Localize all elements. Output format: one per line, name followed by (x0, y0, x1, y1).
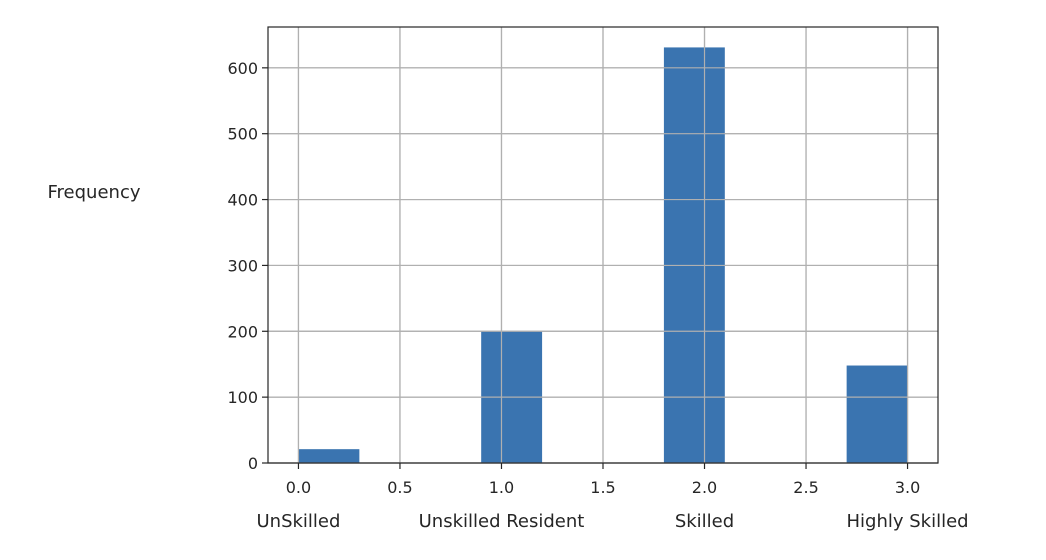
category-label: Skilled (675, 511, 734, 532)
x-tick-label: 1.0 (489, 478, 514, 497)
y-tick-label: 300 (227, 256, 258, 275)
y-tick-label: 100 (227, 388, 258, 407)
y-tick-label: 400 (227, 191, 258, 210)
histogram-bar (298, 449, 360, 463)
y-axis-label: Frequency (48, 182, 141, 203)
x-tick-label: 0.5 (387, 478, 412, 497)
x-tick-label: 3.0 (895, 478, 920, 497)
grid-lines-over-bars (268, 27, 938, 464)
y-tick-label: 600 (227, 59, 258, 78)
y-tick-label: 500 (227, 125, 258, 144)
category-label: UnSkilled (256, 511, 340, 532)
x-axis-ticks: 0.0 0.5 1.0 1.5 2.0 2.5 3.0 (286, 463, 920, 497)
x-tick-label: 2.5 (793, 478, 818, 497)
category-labels: UnSkilled Unskilled Resident Skilled Highly… (256, 511, 968, 532)
category-label: Unskilled Resident (419, 511, 585, 532)
x-tick-label: 1.5 (590, 478, 615, 497)
y-axis-ticks: 0 100 200 300 400 500 600 (227, 59, 268, 473)
category-label: Highly Skilled (846, 511, 968, 532)
y-tick-label: 200 (227, 322, 258, 341)
x-tick-label: 0.0 (286, 478, 311, 497)
x-tick-label: 2.0 (692, 478, 717, 497)
histogram-bar (846, 365, 908, 463)
histogram-bar (663, 47, 725, 463)
y-tick-label: 0 (248, 454, 258, 473)
bars (298, 47, 908, 463)
